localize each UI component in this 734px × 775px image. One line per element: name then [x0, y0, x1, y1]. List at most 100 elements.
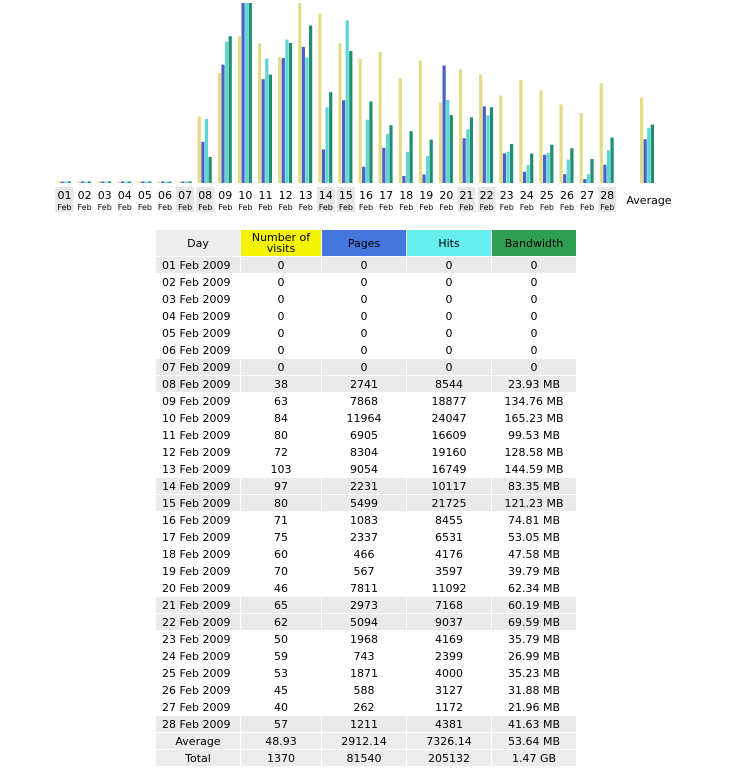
- cell-bandwidth: 99.53 MB: [507, 428, 561, 442]
- bar-pages-day-28: [603, 164, 607, 183]
- x-tick-month: Feb: [138, 203, 152, 212]
- table-row: 10 Feb 2009 84 11964 24047 165.23 MB: [156, 410, 576, 426]
- cell-day: 01 Feb 2009: [156, 257, 240, 273]
- bar-pages-day-13: [301, 46, 305, 184]
- cell-bandwidth: 53.05 MB: [507, 530, 561, 544]
- bar-bandwidth-day-21: [469, 117, 473, 183]
- cell-bandwidth: 41.63 MB: [492, 716, 576, 732]
- bar-hits-day-13: [305, 57, 309, 183]
- cell-day: 08 Feb 2009: [156, 376, 240, 392]
- cell-day: 11 Feb 2009: [162, 428, 231, 442]
- cell-pages: 5499: [322, 495, 406, 511]
- bar-visits-day-27: [579, 113, 583, 183]
- total-visits: 1370: [241, 750, 321, 766]
- x-tick-month: Feb: [238, 203, 252, 212]
- bar-pages-day-18: [402, 175, 406, 183]
- cell-visits: 0: [241, 359, 321, 375]
- bar-visits-day-17: [378, 51, 382, 183]
- weekend-label-bg: [598, 187, 617, 212]
- bar-pages-day-08: [201, 141, 205, 183]
- cell-pages: 567: [353, 564, 375, 578]
- x-tick-month: Feb: [258, 203, 272, 212]
- bar-bandwidth-day-09: [228, 36, 232, 184]
- cell-visits: 80: [274, 428, 288, 442]
- x-tick-month: Feb: [600, 203, 614, 212]
- cell-visits: 63: [274, 394, 288, 408]
- bar-pages-day-10: [241, 3, 245, 183]
- x-tick-day: 07: [178, 189, 192, 202]
- x-tick-day: 12: [279, 189, 293, 202]
- cell-day: 27 Feb 2009: [162, 700, 231, 714]
- x-tick-month: Feb: [57, 203, 71, 212]
- cell-pages: 2741: [322, 376, 406, 392]
- x-tick-day: 17: [379, 189, 393, 202]
- bar-visits-day-11: [258, 43, 262, 183]
- table-row: 14 Feb 2009 97 2231 10117 83.35 MB: [156, 478, 576, 494]
- cell-visits: 0: [241, 257, 321, 273]
- x-tick-day: 11: [259, 189, 273, 202]
- bar-hits-day-26: [566, 159, 570, 183]
- header-hits: Hits: [407, 230, 491, 256]
- cell-bandwidth: 121.23 MB: [492, 495, 576, 511]
- table-row: 01 Feb 2009 0 0 0 0: [156, 257, 576, 273]
- table-row: 24 Feb 2009 59 743 2399 26.99 MB: [156, 648, 576, 664]
- cell-pages: 1871: [350, 666, 378, 680]
- bar-pages-day-20: [442, 65, 446, 183]
- cell-hits: 11092: [431, 581, 467, 595]
- cell-hits: 24047: [431, 411, 467, 425]
- x-tick-day: 01: [58, 189, 72, 202]
- bar-visits-day-24: [519, 79, 523, 183]
- bar-bandwidth-day-14: [329, 92, 333, 183]
- x-tick-day: 14: [319, 189, 333, 202]
- bar-hits-day-22: [486, 115, 490, 183]
- average-visits: 48.93: [241, 733, 321, 749]
- table-row: 25 Feb 2009 53 1871 4000 35.23 MB: [156, 665, 576, 681]
- bar-visits-day-16: [358, 58, 362, 183]
- bar-visits-day-12: [278, 57, 282, 183]
- cell-day: 23 Feb 2009: [162, 632, 231, 646]
- cell-hits: 7168: [407, 597, 491, 613]
- cell-visits: 0: [277, 326, 285, 340]
- cell-pages: 0: [360, 343, 368, 357]
- cell-hits: 4176: [435, 547, 463, 561]
- cell-hits: 16749: [431, 462, 467, 476]
- cell-hits: 4000: [435, 666, 463, 680]
- cell-day: 12 Feb 2009: [162, 445, 231, 459]
- x-tick-month: Feb: [158, 203, 172, 212]
- x-tick-month: Feb: [540, 203, 554, 212]
- bar-hits-day-28: [606, 150, 611, 183]
- x-tick-day: 04: [118, 189, 132, 202]
- x-tick-month: Feb: [459, 203, 473, 212]
- cell-visits: 0: [277, 309, 285, 323]
- bar-bandwidth-day-25: [550, 144, 554, 183]
- bar-hits-day-01: [64, 181, 68, 183]
- bar-visits-day-05: [137, 181, 141, 183]
- cell-hits: 6531: [435, 530, 463, 544]
- cell-pages: 1968: [350, 632, 378, 646]
- bar-hits-day-16: [365, 119, 369, 183]
- bar-hits-day-10: [245, 3, 249, 183]
- bar-hits-day-15: [345, 20, 349, 183]
- bar-bandwidth-day-07: [188, 181, 192, 183]
- x-tick-month: Feb: [520, 203, 534, 212]
- bar-visits-day-06: [157, 181, 161, 183]
- cell-hits: 3597: [435, 564, 463, 578]
- cell-bandwidth: 31.88 MB: [507, 683, 561, 697]
- bar-bandwidth-day-08: [208, 156, 212, 183]
- cell-pages: 743: [353, 649, 375, 663]
- x-tick-month: Feb: [299, 203, 313, 212]
- cell-day: 10 Feb 2009: [162, 411, 231, 425]
- cell-hits: 4381: [407, 716, 491, 732]
- cell-visits: 0: [277, 275, 285, 289]
- cell-hits: 18877: [431, 394, 467, 408]
- x-tick-month: Feb: [319, 203, 333, 212]
- bar-hits-day-17: [385, 134, 389, 183]
- bar-pages-day-22: [482, 106, 486, 183]
- table-header-row: Day Number of visits Pages Hits Bandwidt…: [156, 230, 576, 256]
- cell-hits: 0: [445, 292, 453, 306]
- header-pages: Pages: [322, 230, 406, 256]
- cell-day: 02 Feb 2009: [162, 275, 231, 289]
- bar-hits-day-14: [325, 107, 329, 183]
- cell-visits: 80: [241, 495, 321, 511]
- bar-pages-day-27: [583, 179, 587, 183]
